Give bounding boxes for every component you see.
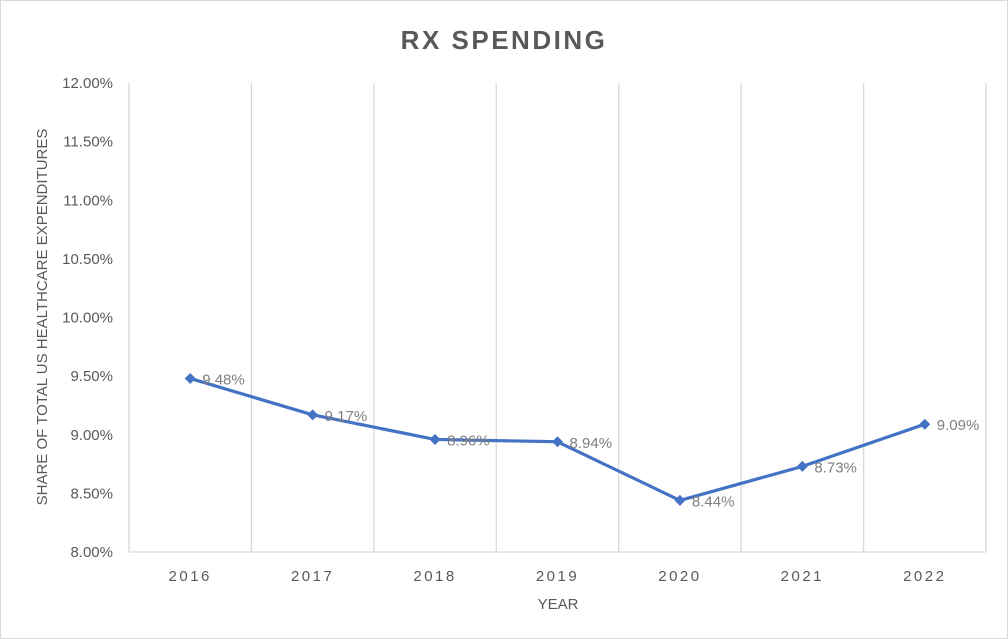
y-tick-label: 9.00%: [70, 427, 113, 444]
y-tick-label: 9.50%: [70, 368, 113, 385]
data-label: 8.44%: [692, 493, 735, 510]
y-tick-labels: 8.00% 8.50% 9.00% 9.50% 10.00% 10.50% 11.00% 11…: [62, 75, 113, 561]
x-tick-label: 2018: [413, 568, 456, 585]
data-point-marker: [307, 409, 319, 421]
y-tick-label: 8.50%: [70, 485, 113, 502]
data-point-marker: [674, 494, 686, 506]
x-axis-label: YEAR: [538, 596, 579, 613]
y-tick-label: 11.00%: [63, 192, 113, 209]
data-point-marker: [184, 372, 196, 384]
data-label: 8.96%: [447, 432, 490, 449]
x-tick-label: 2020: [658, 568, 701, 585]
data-point-marker: [429, 433, 441, 445]
data-label: 9.17%: [325, 408, 368, 425]
y-tick-label: 8.00%: [70, 544, 113, 561]
y-tick-label: 12.00%: [62, 75, 113, 92]
y-tick-label: 11.50%: [63, 134, 113, 151]
markers: [184, 372, 931, 506]
x-tick-label: 2019: [536, 568, 579, 585]
x-tick-label: 2016: [169, 568, 212, 585]
data-point-marker: [796, 460, 808, 472]
data-labels: 9.48% 9.17% 8.96% 8.94% 8.44% 8.73% 9.09%: [202, 371, 979, 510]
data-label: 9.48%: [202, 371, 245, 388]
gridlines: [128, 83, 987, 552]
data-label: 9.09%: [937, 417, 980, 434]
data-label: 8.73%: [814, 459, 857, 476]
data-point-marker: [552, 436, 563, 448]
y-tick-label: 10.50%: [62, 251, 113, 268]
y-tick-label: 10.00%: [62, 310, 113, 327]
chart-title: RX SPENDING: [401, 25, 608, 55]
x-tick-label: 2022: [903, 568, 946, 585]
x-tick-label: 2021: [781, 568, 824, 585]
y-axis-label: SHARE OF TOTAL US HEALTHCARE EXPENDITURE…: [34, 129, 51, 506]
data-label: 8.94%: [570, 435, 613, 452]
data-point-marker: [919, 418, 931, 430]
x-tick-labels: 2016 2017 2018 2019 2020 2021 2022: [169, 568, 946, 585]
x-tick-label: 2017: [291, 568, 334, 585]
